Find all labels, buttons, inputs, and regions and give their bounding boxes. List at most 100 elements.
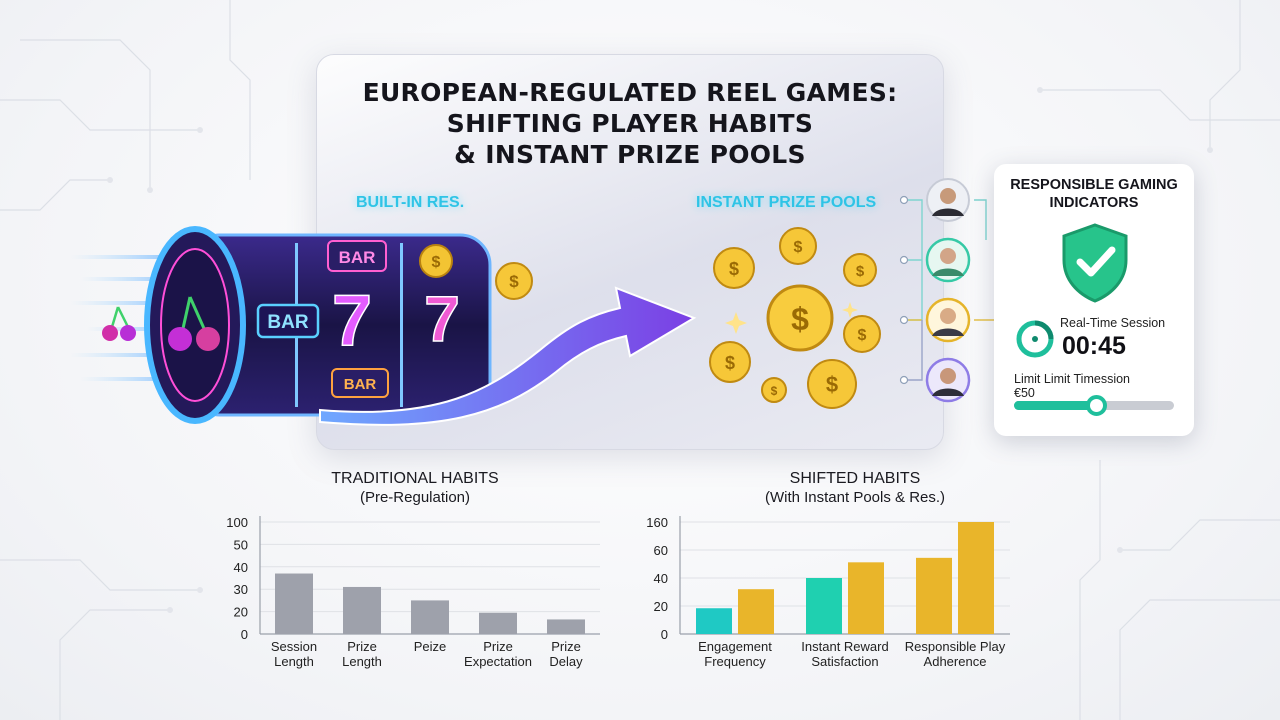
session-timer: 00:45 bbox=[1062, 332, 1126, 360]
svg-text:BAR: BAR bbox=[267, 312, 308, 333]
player-avatars bbox=[899, 178, 994, 403]
svg-text:BAR: BAR bbox=[344, 376, 377, 393]
coin-icon: $ bbox=[779, 227, 817, 265]
y-tick-label: 60 bbox=[654, 543, 668, 558]
page-title-line-3: & INSTANT PRIZE POOLS bbox=[454, 140, 806, 169]
traditional-habits-chart: 020304050100SessionLengthPrizeLengthPeiz… bbox=[226, 515, 600, 669]
svg-text:BAR: BAR bbox=[339, 248, 376, 267]
bar bbox=[411, 600, 449, 634]
traditional-chart-title: TRADITIONAL HABITS bbox=[331, 470, 499, 487]
y-tick-label: 100 bbox=[226, 515, 248, 530]
x-category-label: Session bbox=[271, 639, 317, 654]
bar bbox=[275, 573, 313, 634]
reel-symbol-seven-1: 7 bbox=[331, 280, 373, 362]
reel-coin-icon: $ bbox=[419, 244, 453, 278]
coin-icon: $ bbox=[713, 247, 755, 289]
page-title-line-2: SHIFTING PLAYER HABITS bbox=[446, 109, 814, 138]
svg-text:7: 7 bbox=[332, 281, 372, 361]
rg-title-line-1: RESPONSIBLE GAMING bbox=[1010, 177, 1178, 193]
coin-icon: $ bbox=[709, 341, 751, 383]
session-label: Real-Time Session bbox=[1060, 316, 1166, 330]
coin-icon: $ bbox=[766, 284, 834, 352]
x-category-label: Expectation bbox=[464, 654, 532, 669]
x-category-label: Delay bbox=[549, 654, 583, 669]
y-tick-label: 0 bbox=[661, 627, 668, 642]
reel-symbol-seven-2: 7 bbox=[423, 282, 460, 356]
y-tick-label: 160 bbox=[646, 515, 668, 530]
shifted-chart-subtitle: (With Instant Pools & Res.) bbox=[764, 489, 946, 506]
y-tick-label: 0 bbox=[241, 627, 248, 642]
coin-icon: $ bbox=[843, 315, 881, 353]
x-category-label: Length bbox=[274, 654, 314, 669]
coin-icon: $ bbox=[761, 377, 787, 403]
svg-text:$: $ bbox=[794, 239, 803, 256]
svg-text:$: $ bbox=[771, 384, 778, 398]
bar bbox=[848, 562, 884, 634]
avatar bbox=[925, 357, 971, 403]
svg-text:$: $ bbox=[791, 301, 809, 337]
x-category-label: Prize bbox=[483, 639, 513, 654]
limit-slider[interactable] bbox=[1014, 395, 1174, 416]
shield-check-icon bbox=[1062, 223, 1128, 303]
avatar bbox=[925, 297, 971, 343]
bar bbox=[547, 619, 585, 634]
avatar bbox=[925, 237, 971, 283]
svg-text:$: $ bbox=[729, 259, 739, 279]
x-category-label: Adherence bbox=[924, 654, 987, 669]
x-category-label: Prize bbox=[347, 639, 377, 654]
svg-text:$: $ bbox=[856, 263, 865, 280]
y-tick-label: 30 bbox=[234, 582, 248, 597]
x-category-label: Responsible Play bbox=[905, 639, 1006, 654]
coin-icon: $ bbox=[807, 359, 857, 409]
svg-text:$: $ bbox=[858, 327, 867, 344]
cherry-small-icon bbox=[102, 306, 136, 341]
prize-coins-cluster: $ $ $ $ $ $ $ $ bbox=[709, 227, 881, 409]
svg-text:$: $ bbox=[725, 353, 735, 373]
traditional-chart-subtitle: (Pre-Regulation) bbox=[359, 489, 471, 506]
y-tick-label: 40 bbox=[654, 571, 668, 586]
x-category-label: Engagement bbox=[698, 639, 772, 654]
bar bbox=[696, 608, 732, 634]
y-tick-label: 20 bbox=[234, 605, 248, 620]
bar bbox=[479, 612, 517, 634]
reel-symbol-bar-top: BAR bbox=[327, 240, 387, 272]
speed-lines bbox=[70, 255, 190, 381]
flying-coin-icon: $ bbox=[495, 262, 533, 300]
bar bbox=[916, 557, 952, 634]
y-tick-label: 20 bbox=[654, 599, 668, 614]
x-category-label: Peize bbox=[414, 639, 447, 654]
page-title-line-1: EUROPEAN-REGULATED REEL GAMES: bbox=[362, 78, 898, 107]
timer-icon bbox=[1016, 320, 1054, 358]
svg-text:7: 7 bbox=[424, 283, 460, 355]
transition-arrow bbox=[319, 286, 697, 426]
reel-symbol-bar-bottom: BAR bbox=[331, 368, 389, 398]
bar bbox=[343, 586, 381, 634]
y-tick-label: 50 bbox=[234, 537, 248, 552]
cherry-icon bbox=[168, 296, 220, 351]
bar bbox=[958, 522, 994, 634]
x-category-label: Prize bbox=[551, 639, 581, 654]
reel-symbol-bar-left: BAR bbox=[256, 303, 320, 339]
svg-text:$: $ bbox=[509, 272, 519, 291]
x-category-label: Satisfaction bbox=[811, 654, 878, 669]
shifted-chart-title: SHIFTED HABITS bbox=[789, 470, 921, 487]
instant-prize-pools-label: INSTANT PRIZE POOLS bbox=[696, 194, 877, 211]
svg-text:$: $ bbox=[432, 254, 441, 271]
x-category-label: Frequency bbox=[704, 654, 766, 669]
bar bbox=[806, 578, 842, 634]
x-category-label: Length bbox=[342, 654, 382, 669]
coin-icon: $ bbox=[843, 253, 877, 287]
limit-slider-handle[interactable] bbox=[1085, 395, 1107, 416]
bar bbox=[738, 589, 774, 634]
limit-slider-fill bbox=[1014, 401, 1096, 410]
limit-label: Limit Limit Timession bbox=[1014, 372, 1130, 386]
x-category-label: Instant Reward bbox=[801, 639, 888, 654]
slot-reel-illustration: BAR BAR 7 7 BAR $ $ bbox=[70, 226, 533, 424]
svg-text:$: $ bbox=[826, 372, 838, 397]
built-in-res-label: BUILT-IN RES. bbox=[356, 194, 465, 211]
rg-title-line-2: INDICATORS bbox=[1049, 195, 1139, 211]
limit-value: €50 bbox=[1014, 386, 1035, 400]
y-tick-label: 40 bbox=[234, 560, 248, 575]
